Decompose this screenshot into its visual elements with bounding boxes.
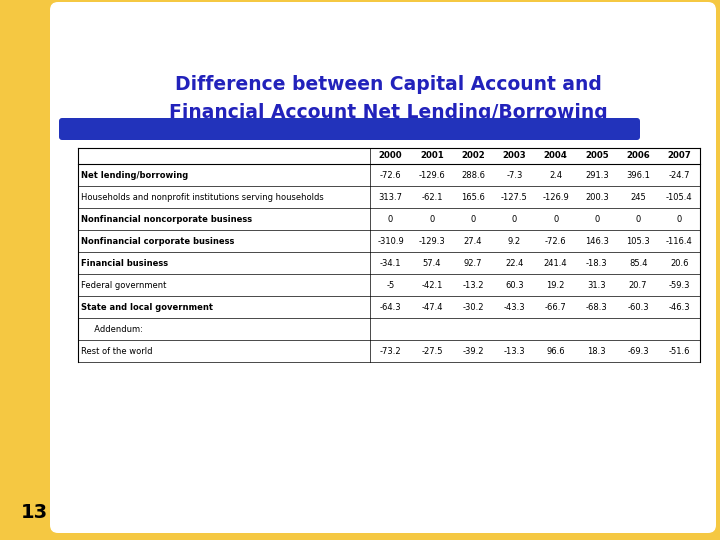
Text: 200.3: 200.3 (585, 192, 608, 201)
Text: State and local government: State and local government (81, 302, 213, 312)
Text: Net lending/borrowing: Net lending/borrowing (81, 171, 188, 179)
Text: -62.1: -62.1 (421, 192, 443, 201)
Text: -42.1: -42.1 (421, 280, 443, 289)
Text: -66.7: -66.7 (545, 302, 567, 312)
Text: -13.3: -13.3 (503, 347, 525, 355)
Text: -73.2: -73.2 (380, 347, 402, 355)
Text: -18.3: -18.3 (586, 259, 608, 267)
Text: 31.3: 31.3 (588, 280, 606, 289)
Text: 57.4: 57.4 (423, 259, 441, 267)
Text: -116.4: -116.4 (666, 237, 693, 246)
Text: 2005: 2005 (585, 152, 608, 160)
Text: Addendum:: Addendum: (89, 325, 143, 334)
Text: -105.4: -105.4 (666, 192, 693, 201)
Text: 105.3: 105.3 (626, 237, 650, 246)
Text: 2002: 2002 (462, 152, 485, 160)
Text: -24.7: -24.7 (669, 171, 690, 179)
Text: 313.7: 313.7 (379, 192, 402, 201)
Text: 396.1: 396.1 (626, 171, 650, 179)
Text: Households and nonprofit institutions serving households: Households and nonprofit institutions se… (81, 192, 324, 201)
Text: -129.3: -129.3 (418, 237, 445, 246)
Text: -27.5: -27.5 (421, 347, 443, 355)
Text: 19.2: 19.2 (546, 280, 564, 289)
Text: Financial Account Net Lending/Borrowing: Financial Account Net Lending/Borrowing (168, 104, 608, 123)
Text: 2006: 2006 (626, 152, 650, 160)
Text: -69.3: -69.3 (627, 347, 649, 355)
Text: 60.3: 60.3 (505, 280, 523, 289)
Text: -39.2: -39.2 (462, 347, 484, 355)
FancyBboxPatch shape (59, 118, 640, 140)
Text: -34.1: -34.1 (380, 259, 401, 267)
Text: Federal government: Federal government (81, 280, 166, 289)
Text: -47.4: -47.4 (421, 302, 443, 312)
Text: 2000: 2000 (379, 152, 402, 160)
Text: 241.4: 241.4 (544, 259, 567, 267)
Text: 2003: 2003 (503, 152, 526, 160)
Text: Rest of the world: Rest of the world (81, 347, 153, 355)
Text: Difference between Capital Account and: Difference between Capital Account and (174, 76, 601, 94)
Text: 0: 0 (677, 214, 682, 224)
Text: Nonfinancial noncorporate business: Nonfinancial noncorporate business (81, 214, 252, 224)
Text: 0: 0 (470, 214, 476, 224)
Text: 85.4: 85.4 (629, 259, 647, 267)
Text: -13.2: -13.2 (462, 280, 484, 289)
Text: 0: 0 (429, 214, 434, 224)
Text: 245: 245 (630, 192, 646, 201)
Text: 2.4: 2.4 (549, 171, 562, 179)
Text: -51.6: -51.6 (669, 347, 690, 355)
Text: -127.5: -127.5 (501, 192, 528, 201)
Text: -72.6: -72.6 (545, 237, 567, 246)
Text: -30.2: -30.2 (462, 302, 484, 312)
Text: 27.4: 27.4 (464, 237, 482, 246)
Text: 92.7: 92.7 (464, 259, 482, 267)
Text: 0: 0 (388, 214, 393, 224)
Text: -43.3: -43.3 (503, 302, 525, 312)
Text: -5: -5 (387, 280, 395, 289)
FancyBboxPatch shape (50, 2, 716, 533)
Text: -310.9: -310.9 (377, 237, 404, 246)
Text: 2001: 2001 (420, 152, 444, 160)
Text: -129.6: -129.6 (418, 171, 445, 179)
Text: -72.6: -72.6 (380, 171, 402, 179)
Text: 165.6: 165.6 (462, 192, 485, 201)
Text: 9.2: 9.2 (508, 237, 521, 246)
Text: 22.4: 22.4 (505, 259, 523, 267)
Text: 0: 0 (553, 214, 558, 224)
Text: 2004: 2004 (544, 152, 567, 160)
Text: -46.3: -46.3 (669, 302, 690, 312)
Text: 0: 0 (594, 214, 600, 224)
Text: 2007: 2007 (667, 152, 691, 160)
Text: 96.6: 96.6 (546, 347, 565, 355)
Text: -59.3: -59.3 (669, 280, 690, 289)
Text: -7.3: -7.3 (506, 171, 523, 179)
Text: 20.7: 20.7 (629, 280, 647, 289)
Text: 0: 0 (636, 214, 641, 224)
Text: 20.6: 20.6 (670, 259, 688, 267)
Text: Nonfinancial corporate business: Nonfinancial corporate business (81, 237, 235, 246)
Text: 146.3: 146.3 (585, 237, 609, 246)
Text: 13: 13 (20, 503, 48, 522)
Text: -64.3: -64.3 (380, 302, 402, 312)
Text: 288.6: 288.6 (461, 171, 485, 179)
Text: -126.9: -126.9 (542, 192, 569, 201)
Text: 0: 0 (512, 214, 517, 224)
Text: Financial business: Financial business (81, 259, 168, 267)
Text: -68.3: -68.3 (586, 302, 608, 312)
Text: 291.3: 291.3 (585, 171, 608, 179)
Text: 18.3: 18.3 (588, 347, 606, 355)
Text: -60.3: -60.3 (627, 302, 649, 312)
